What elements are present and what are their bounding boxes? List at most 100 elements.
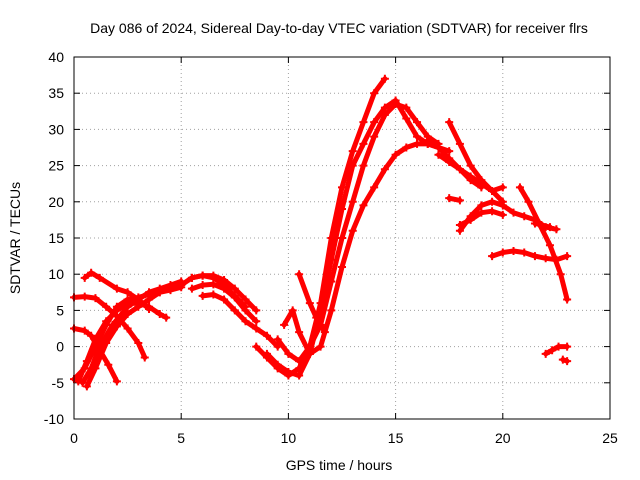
data-point — [140, 353, 149, 362]
data-point — [563, 342, 572, 351]
data-point — [509, 247, 518, 256]
y-tick-label: 5 — [56, 302, 64, 318]
data-point — [545, 223, 554, 232]
data-point — [413, 139, 422, 148]
data-point — [530, 219, 539, 228]
data-point — [78, 378, 87, 387]
y-tick-label: 35 — [48, 85, 64, 101]
data-point — [530, 252, 539, 261]
data-point — [359, 161, 368, 170]
data-point — [380, 110, 389, 119]
data-point — [288, 306, 297, 315]
data-point — [488, 186, 497, 195]
data-point — [370, 89, 379, 98]
x-tick-label: 20 — [495, 430, 511, 446]
data-point — [87, 331, 96, 340]
data-point — [252, 306, 261, 315]
data-point — [477, 208, 486, 217]
series-line — [75, 300, 169, 384]
series-line — [275, 101, 441, 364]
data-point — [488, 207, 497, 216]
data-point — [241, 302, 250, 311]
data-point — [520, 212, 529, 221]
data-point — [445, 194, 454, 203]
data-point — [477, 183, 486, 192]
data-point — [348, 226, 357, 235]
data-point — [112, 322, 121, 331]
data-point — [445, 154, 454, 163]
data-point — [295, 357, 304, 366]
data-point — [509, 208, 518, 217]
data-point — [434, 143, 443, 152]
data-point — [241, 295, 250, 304]
data-series-arc12 — [252, 74, 389, 380]
data-point — [134, 338, 143, 347]
data-point — [466, 176, 475, 185]
data-point — [466, 215, 475, 224]
data-point — [327, 255, 336, 264]
data-point — [252, 342, 261, 351]
data-point — [455, 139, 464, 148]
data-series-arc20 — [445, 194, 464, 205]
data-point — [95, 273, 104, 282]
data-point — [413, 132, 422, 141]
data-point — [370, 132, 379, 141]
data-point — [359, 201, 368, 210]
data-series-arc13 — [262, 96, 443, 380]
data-point — [380, 165, 389, 174]
data-point — [295, 371, 304, 380]
data-point — [87, 268, 96, 277]
data-point — [198, 281, 207, 290]
y-tick-label: 30 — [48, 121, 64, 137]
data-point — [380, 103, 389, 112]
data-series-arc15 — [280, 139, 454, 358]
data-point — [187, 273, 196, 282]
data-point — [252, 324, 261, 333]
data-series-arc16 — [295, 270, 329, 337]
data-point — [209, 273, 218, 282]
data-point — [305, 299, 314, 308]
data-point — [95, 346, 104, 355]
data-point — [498, 248, 507, 257]
data-series-arc6 — [70, 324, 121, 386]
data-point — [145, 288, 154, 297]
data-point — [155, 288, 164, 297]
data-point — [230, 284, 239, 293]
data-point — [284, 367, 293, 376]
data-point — [112, 312, 121, 321]
data-point — [230, 291, 239, 300]
data-point — [455, 196, 464, 205]
data-series-arc26 — [541, 342, 572, 358]
data-point — [220, 295, 229, 304]
series-line — [425, 137, 484, 190]
data-point — [162, 313, 171, 322]
data-series-arc22 — [455, 207, 507, 229]
data-point — [80, 273, 89, 282]
data-point — [541, 349, 550, 358]
data-point — [123, 310, 132, 319]
data-point — [498, 201, 507, 210]
data-point — [359, 139, 368, 148]
data-point — [548, 346, 557, 355]
series-line — [543, 344, 570, 357]
data-point — [380, 74, 389, 83]
data-point — [488, 197, 497, 206]
x-tick-label: 15 — [388, 430, 404, 446]
y-tick-labels: -10 -5 0 5 10 15 20 25 30 35 40 — [44, 49, 64, 427]
data-series-arc5 — [70, 292, 149, 362]
data-point — [112, 284, 121, 293]
data-point — [273, 360, 282, 369]
data-point — [104, 360, 113, 369]
y-tick-label: -10 — [44, 411, 64, 427]
y-tick-label: 25 — [48, 158, 64, 174]
data-series-arc10 — [198, 290, 282, 351]
data-series-arc23 — [488, 247, 572, 264]
data-point — [556, 270, 565, 279]
data-point — [252, 317, 261, 326]
data-point — [359, 118, 368, 127]
data-point — [423, 136, 432, 145]
data-point — [327, 277, 336, 286]
data-series-arc7 — [80, 268, 154, 313]
data-point — [312, 313, 321, 322]
